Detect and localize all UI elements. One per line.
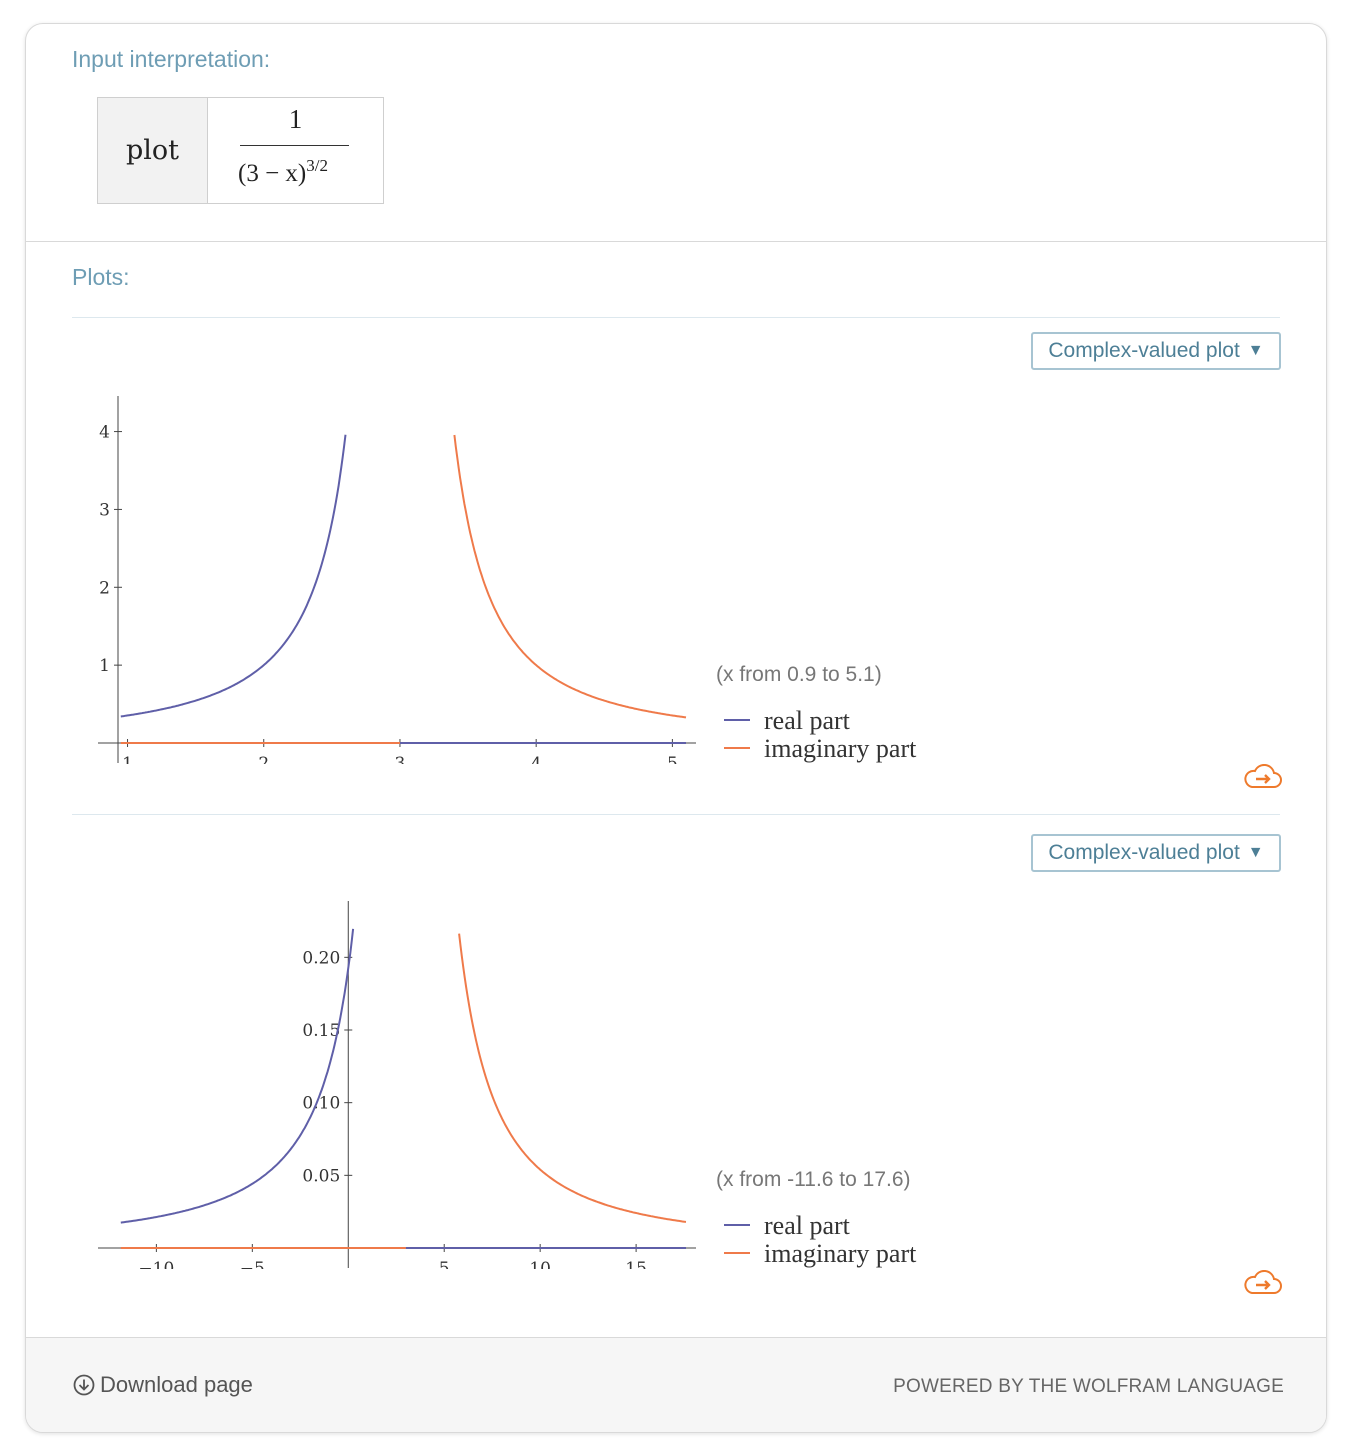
legend-label: imaginary part bbox=[764, 1239, 917, 1268]
complex-valued-plot-dropdown-2[interactable]: Complex-valued plot ▼ bbox=[1031, 834, 1281, 872]
fraction-bar bbox=[240, 145, 349, 146]
real-part-curve bbox=[120, 434, 347, 718]
pod-divider bbox=[26, 241, 1326, 242]
download-label: Download page bbox=[100, 1372, 253, 1397]
x-tick-label: 1 bbox=[122, 754, 133, 764]
chevron-down-icon: ▼ bbox=[1247, 342, 1264, 359]
dropdown-label: Complex-valued plot bbox=[1048, 841, 1240, 864]
x-tick-label: 10 bbox=[529, 1259, 551, 1269]
x-tick-label: 2 bbox=[258, 754, 269, 764]
interpretation-key: plot bbox=[98, 98, 208, 203]
legend-label: imaginary part bbox=[764, 734, 917, 763]
y-tick-label: 0.15 bbox=[302, 1021, 340, 1041]
y-tick-label: 0.05 bbox=[302, 1166, 340, 1186]
y-tick-label: 0.20 bbox=[302, 948, 340, 968]
chevron-down-icon: ▼ bbox=[1247, 844, 1264, 861]
y-tick-label: 3 bbox=[99, 500, 110, 520]
download-page-link[interactable]: Download page bbox=[72, 1372, 253, 1398]
y-tick-label: 1 bbox=[99, 656, 110, 676]
range-label: (x from 0.9 to 5.1) bbox=[716, 663, 882, 686]
x-tick-label: 3 bbox=[395, 754, 406, 764]
fraction-numerator: 1 bbox=[288, 104, 303, 134]
legend-label: real part bbox=[764, 1211, 851, 1240]
denominator-base: (3 − x) bbox=[238, 160, 307, 187]
real-part-curve bbox=[120, 928, 355, 1224]
cloud-export-icon[interactable] bbox=[1243, 764, 1283, 790]
y-tick-label: 0.10 bbox=[302, 1094, 340, 1114]
download-icon bbox=[73, 1374, 95, 1396]
imaginary-part-curve bbox=[453, 434, 687, 719]
result-card: Input interpretation: plot 1 (3 − x)3/2 … bbox=[25, 23, 1327, 1433]
x-tick-label: 5 bbox=[667, 754, 678, 764]
range-label: (x from -11.6 to 17.6) bbox=[716, 1168, 911, 1191]
x-tick-label: −10 bbox=[138, 1259, 174, 1269]
interpretation-formula: 1 (3 − x)3/2 bbox=[208, 98, 383, 203]
plots-title: Plots: bbox=[72, 264, 130, 290]
x-tick-label: 4 bbox=[531, 754, 542, 764]
plots-subdivider-2 bbox=[72, 814, 1280, 815]
legend-label: real part bbox=[764, 706, 851, 735]
input-interpretation-table: plot 1 (3 − x)3/2 bbox=[97, 97, 384, 204]
powered-by-label: POWERED BY THE WOLFRAM LANGUAGE bbox=[893, 1376, 1284, 1397]
y-tick-label: 4 bbox=[99, 423, 110, 443]
imaginary-part-curve bbox=[458, 933, 687, 1223]
input-interpretation-title: Input interpretation: bbox=[72, 46, 271, 72]
footer: Download page POWERED BY THE WOLFRAM LAN… bbox=[26, 1337, 1326, 1432]
x-tick-label: 5 bbox=[439, 1259, 450, 1269]
dropdown-label: Complex-valued plot bbox=[1048, 339, 1240, 362]
plots-subdivider bbox=[72, 317, 1280, 318]
complex-valued-plot-dropdown[interactable]: Complex-valued plot ▼ bbox=[1031, 332, 1281, 370]
x-tick-label: 15 bbox=[625, 1259, 647, 1269]
plot-1: 1 2 3 4 5 1 2 3 4 (x from 0.9 to 5.1) real partima… bbox=[98, 396, 917, 764]
x-tick-label: −5 bbox=[240, 1259, 265, 1269]
cloud-export-icon[interactable] bbox=[1243, 1270, 1283, 1296]
denominator-exponent: 3/2 bbox=[306, 156, 328, 175]
plot-2: −10 −5 5 10 15 0.05 0.10 0.15 0.20 (x from -11.6 … bbox=[98, 901, 917, 1269]
fraction-denominator: (3 − x)3/2 bbox=[238, 156, 328, 188]
y-tick-label: 2 bbox=[99, 578, 110, 598]
